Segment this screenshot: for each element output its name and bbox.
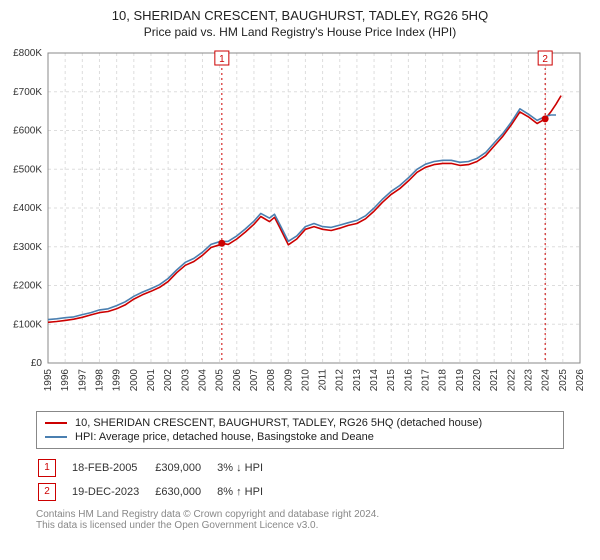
sale-date: 19-DEC-2023 <box>72 481 153 503</box>
svg-text:1: 1 <box>219 54 225 65</box>
svg-text:£700K: £700K <box>13 87 42 98</box>
title-line2: Price paid vs. HM Land Registry's House … <box>10 25 590 39</box>
sale-marker-icon: 1 <box>38 457 70 479</box>
sale-price: £630,000 <box>155 481 215 503</box>
svg-text:1995: 1995 <box>43 369 54 392</box>
svg-text:£300K: £300K <box>13 242 42 253</box>
svg-text:2015: 2015 <box>386 369 397 392</box>
legend-item: 10, SHERIDAN CRESCENT, BAUGHURST, TADLEY… <box>45 416 555 430</box>
svg-text:2018: 2018 <box>438 369 449 392</box>
sales-table: 118-FEB-2005£309,0003% ↓ HPI219-DEC-2023… <box>36 455 279 505</box>
svg-text:2017: 2017 <box>421 369 432 392</box>
svg-text:2023: 2023 <box>524 369 535 392</box>
svg-text:2016: 2016 <box>403 369 414 392</box>
chart-container: 10, SHERIDAN CRESCENT, BAUGHURST, TADLEY… <box>0 0 600 531</box>
svg-text:2014: 2014 <box>369 369 380 392</box>
legend-item: HPI: Average price, detached house, Basi… <box>45 430 555 444</box>
svg-text:2022: 2022 <box>506 369 517 392</box>
svg-text:2006: 2006 <box>232 369 243 392</box>
svg-text:2002: 2002 <box>163 369 174 392</box>
sale-price: £309,000 <box>155 457 215 479</box>
svg-text:2010: 2010 <box>300 369 311 392</box>
svg-text:£800K: £800K <box>13 48 42 59</box>
svg-text:£200K: £200K <box>13 281 42 292</box>
svg-text:£400K: £400K <box>13 203 42 214</box>
legend-label: HPI: Average price, detached house, Basi… <box>75 431 374 443</box>
svg-text:1996: 1996 <box>60 369 71 392</box>
sales-row: 219-DEC-2023£630,0008% ↑ HPI <box>38 481 277 503</box>
footnote: Contains HM Land Registry data © Crown c… <box>36 509 564 531</box>
svg-text:1998: 1998 <box>94 369 105 392</box>
svg-text:2011: 2011 <box>318 369 329 391</box>
svg-text:2003: 2003 <box>180 369 191 392</box>
svg-text:£0: £0 <box>31 358 43 369</box>
legend-label: 10, SHERIDAN CRESCENT, BAUGHURST, TADLEY… <box>75 417 482 429</box>
svg-text:1999: 1999 <box>112 369 123 392</box>
svg-text:2001: 2001 <box>146 369 157 392</box>
svg-text:2019: 2019 <box>455 369 466 392</box>
svg-text:2013: 2013 <box>352 369 363 392</box>
footnote-line2: This data is licensed under the Open Gov… <box>36 520 564 531</box>
svg-text:£500K: £500K <box>13 164 42 175</box>
svg-text:2021: 2021 <box>489 369 500 392</box>
sale-date: 18-FEB-2005 <box>72 457 153 479</box>
svg-text:2026: 2026 <box>575 369 586 392</box>
svg-text:2009: 2009 <box>283 369 294 392</box>
svg-text:2004: 2004 <box>197 369 208 392</box>
sale-marker-icon: 2 <box>38 481 70 503</box>
sales-row: 118-FEB-2005£309,0003% ↓ HPI <box>38 457 277 479</box>
svg-text:£600K: £600K <box>13 126 42 137</box>
svg-text:2007: 2007 <box>249 369 260 392</box>
sale-delta: 3% ↓ HPI <box>217 457 277 479</box>
legend-swatch <box>45 422 67 424</box>
legend-swatch <box>45 436 67 438</box>
svg-text:2020: 2020 <box>472 369 483 392</box>
svg-text:2: 2 <box>542 54 548 65</box>
svg-text:£100K: £100K <box>13 319 42 330</box>
footnote-line1: Contains HM Land Registry data © Crown c… <box>36 509 564 520</box>
svg-text:2000: 2000 <box>129 369 140 392</box>
chart-area: £0 £100K £200K £300K £400K £500K £600K £700K £80… <box>0 43 600 403</box>
title-block: 10, SHERIDAN CRESCENT, BAUGHURST, TADLEY… <box>0 0 600 43</box>
chart-svg: £0 £100K £200K £300K £400K £500K £600K £700K £80… <box>0 43 600 403</box>
sale-delta: 8% ↑ HPI <box>217 481 277 503</box>
svg-text:1997: 1997 <box>77 369 88 392</box>
title-line1: 10, SHERIDAN CRESCENT, BAUGHURST, TADLEY… <box>10 8 590 23</box>
svg-text:2008: 2008 <box>266 369 277 392</box>
svg-text:2025: 2025 <box>558 369 569 392</box>
svg-text:2012: 2012 <box>335 369 346 392</box>
legend: 10, SHERIDAN CRESCENT, BAUGHURST, TADLEY… <box>36 411 564 449</box>
svg-text:2024: 2024 <box>541 369 552 392</box>
svg-text:2005: 2005 <box>215 369 226 392</box>
